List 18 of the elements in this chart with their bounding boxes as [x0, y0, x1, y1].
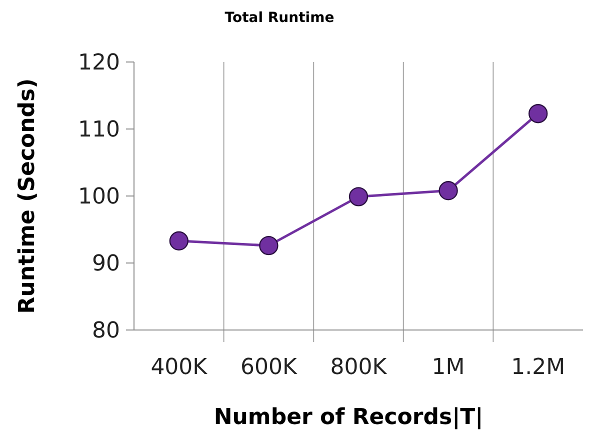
point — [169, 231, 188, 250]
y-tick-label: 110 — [78, 118, 120, 143]
chart-title: Total Runtime — [224, 10, 334, 26]
point — [348, 187, 368, 206]
y-tick-label: 80 — [92, 318, 120, 344]
point — [259, 236, 278, 256]
y-tick-label: 100 — [78, 184, 120, 210]
x-axis-title: Number of Records|T| — [214, 405, 484, 430]
y-tick-label: 90 — [92, 252, 120, 277]
x-tick-label: 400K — [150, 355, 208, 380]
x-tick-label: 800K — [330, 355, 388, 380]
point — [528, 104, 548, 124]
y-tick-label: 120 — [78, 50, 120, 76]
x-tick-label: 1M — [432, 355, 465, 380]
x-tick-label: 600K — [240, 355, 298, 380]
point — [438, 181, 458, 200]
y-axis-title: Runtime (Seconds) — [15, 78, 40, 314]
x-tick-label: 1.2M — [511, 355, 566, 380]
